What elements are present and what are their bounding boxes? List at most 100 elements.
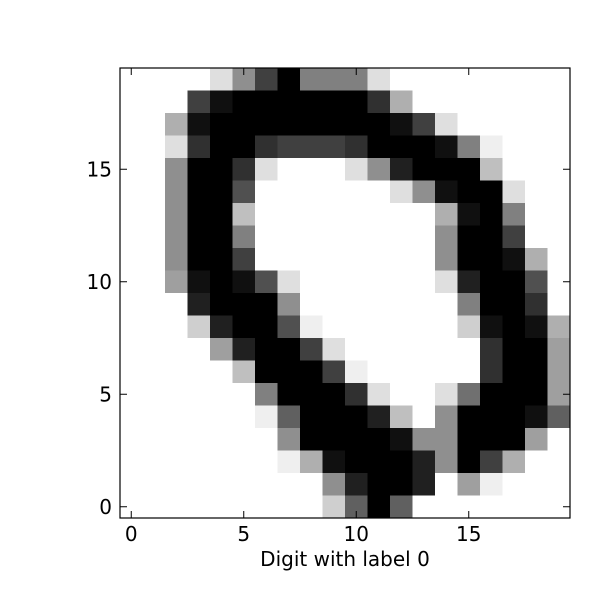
heatmap-cell <box>300 180 323 204</box>
heatmap-cell <box>255 180 278 204</box>
heatmap-cell <box>547 450 571 474</box>
heatmap-cell <box>390 225 413 249</box>
heatmap-cell <box>480 113 503 136</box>
heatmap-cell <box>367 270 391 294</box>
heatmap-cell <box>187 270 211 294</box>
heatmap-cell <box>277 450 301 474</box>
heatmap-cell <box>142 338 166 361</box>
heatmap-cell <box>232 495 256 519</box>
heatmap-cell <box>435 360 458 384</box>
heatmap-cell <box>345 270 368 294</box>
heatmap-cell <box>210 113 233 136</box>
heatmap-cell <box>547 225 571 249</box>
heatmap-cell <box>480 180 503 204</box>
heatmap-cell <box>120 270 143 294</box>
heatmap-cell <box>187 225 211 249</box>
heatmap-cell <box>187 293 211 316</box>
heatmap-cell <box>300 135 323 159</box>
heatmap-cell <box>525 473 548 496</box>
heatmap-cell <box>300 405 323 429</box>
heatmap-cell <box>435 338 458 361</box>
heatmap-cell <box>277 68 301 91</box>
heatmap-cell <box>300 383 323 406</box>
heatmap-cell <box>525 405 548 429</box>
heatmap-cell <box>525 180 548 204</box>
heatmap-cell <box>232 113 256 136</box>
heatmap-cell <box>277 270 301 294</box>
heatmap-cell <box>480 203 503 226</box>
heatmap-cell <box>457 315 481 339</box>
heatmap-cell <box>457 450 481 474</box>
heatmap-cell <box>457 135 481 159</box>
heatmap-cell <box>367 113 391 136</box>
heatmap-cell <box>142 473 166 496</box>
heatmap-cell <box>300 225 323 249</box>
heatmap-cell <box>412 225 436 249</box>
heatmap-cell <box>300 158 323 181</box>
heatmap-cell <box>277 338 301 361</box>
heatmap-cell <box>412 158 436 181</box>
heatmap-cell <box>435 495 458 519</box>
heatmap-cell <box>390 315 413 339</box>
heatmap-cell <box>142 270 166 294</box>
heatmap-cell <box>480 135 503 159</box>
heatmap-cell <box>345 158 368 181</box>
heatmap-cell <box>390 360 413 384</box>
heatmap-cell <box>412 383 436 406</box>
heatmap-cell <box>547 338 571 361</box>
heatmap-cell <box>210 428 233 451</box>
heatmap-cell <box>255 473 278 496</box>
heatmap-cell <box>390 338 413 361</box>
heatmap-cell <box>210 225 233 249</box>
heatmap-cell <box>142 158 166 181</box>
heatmap-cell <box>502 360 526 384</box>
heatmap-cell <box>210 495 233 519</box>
heatmap-cell <box>367 338 391 361</box>
heatmap-cell <box>142 405 166 429</box>
heatmap-cell <box>367 180 391 204</box>
heatmap-cell <box>277 315 301 339</box>
heatmap-cell <box>525 113 548 136</box>
heatmap-cell <box>367 383 391 406</box>
heatmap-cell <box>255 68 278 91</box>
heatmap-cell <box>232 338 256 361</box>
heatmap-cell <box>390 293 413 316</box>
heatmap-cell <box>277 293 301 316</box>
heatmap-cell <box>232 68 256 91</box>
heatmap-cell <box>187 383 211 406</box>
heatmap-cell <box>457 270 481 294</box>
heatmap-cell <box>367 315 391 339</box>
heatmap-cell <box>502 113 526 136</box>
heatmap-cell <box>187 135 211 159</box>
heatmap-cell <box>232 360 256 384</box>
heatmap-cell <box>547 293 571 316</box>
heatmap-cell <box>165 135 188 159</box>
heatmap-cell <box>457 113 481 136</box>
heatmap-cell <box>120 473 143 496</box>
heatmap-cell <box>120 90 143 114</box>
heatmap-cell <box>255 338 278 361</box>
heatmap-cell <box>435 68 458 91</box>
heatmap-cell <box>255 90 278 114</box>
heatmap-cell <box>345 405 368 429</box>
heatmap-cell <box>547 270 571 294</box>
heatmap-cell <box>435 450 458 474</box>
heatmap-cell <box>435 270 458 294</box>
heatmap-cell <box>232 135 256 159</box>
heatmap-cell <box>435 428 458 451</box>
heatmap-cell <box>300 315 323 339</box>
heatmap-cell <box>187 338 211 361</box>
heatmap-cell <box>457 90 481 114</box>
heatmap-cell <box>165 225 188 249</box>
heatmap-cell <box>547 428 571 451</box>
heatmap-cell <box>165 473 188 496</box>
heatmap-cell <box>232 450 256 474</box>
heatmap-cell <box>322 113 346 136</box>
heatmap-cell <box>457 473 481 496</box>
heatmap-cell <box>165 270 188 294</box>
heatmap-cell <box>120 450 143 474</box>
heatmap-cell <box>457 225 481 249</box>
heatmap-cell <box>142 495 166 519</box>
heatmap-cell <box>502 338 526 361</box>
